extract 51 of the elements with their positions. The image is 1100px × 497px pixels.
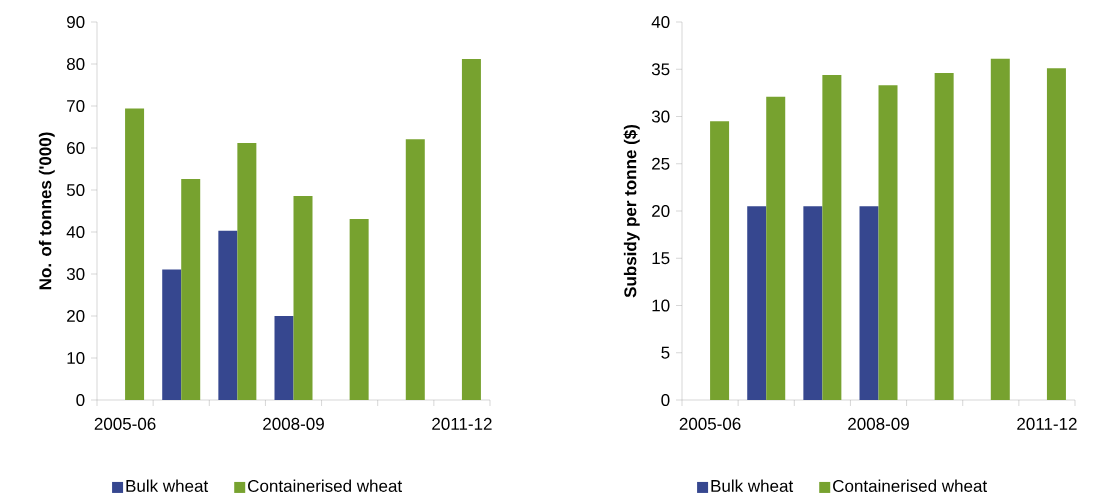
legend-label: Bulk wheat [711,479,794,492]
y-tick-label: 5 [661,346,670,359]
y-tick-label: 30 [651,110,670,123]
y-axis-title: Subsidy per tonne ($) [623,124,640,298]
bar [293,195,313,400]
y-tick-label: 15 [652,252,670,265]
bar [878,85,898,400]
bar [803,206,823,400]
bar [162,269,182,400]
y-tick-label: 50 [66,183,85,197]
y-tick-label: 40 [651,15,670,29]
legend-label: Bulk wheat [126,479,209,492]
x-tick-label: 2005-06 [679,417,741,430]
y-tick-label: 35 [651,63,670,76]
x-tick-label: 2005-06 [94,417,156,430]
y-tick-label: 10 [67,351,85,365]
y-tick-label: 20 [652,204,670,218]
y-tick-label: 0 [661,393,670,407]
bar [747,206,767,400]
bar [125,108,145,400]
bar [405,139,425,400]
bar [822,74,842,400]
bar [237,142,257,400]
x-tick-label: 2008-09 [848,417,909,430]
bar [181,179,201,400]
y-tick-label: 60 [67,141,85,155]
x-tick-label: 2011-12 [1017,417,1077,430]
y-tick-label: 40 [66,225,85,239]
y-tick-label: 80 [66,57,85,71]
x-tick-label: 2008-09 [263,417,324,430]
legend-label: Containerised wheat [248,479,403,492]
y-tick-label: 30 [66,267,85,281]
y-tick-label: 70 [67,99,85,113]
bar [710,121,730,400]
y-tick-label: 0 [76,393,85,407]
y-axis-title: No. of tonnes ('000) [38,132,55,290]
x-tick-label: 2011-12 [432,417,492,430]
y-tick-label: 20 [67,309,85,323]
y-tick-label: 25 [652,157,670,170]
bar [934,73,954,400]
legend-label: Containerised wheat [833,479,988,492]
y-tick-label: 90 [67,15,85,29]
bar [274,316,294,400]
bar [461,58,481,400]
bar [1046,68,1066,400]
y-tick-label: 10 [652,299,670,312]
bar [990,58,1010,400]
bar [349,218,369,400]
bar [766,96,786,400]
bar [859,206,879,400]
bar [218,230,238,400]
